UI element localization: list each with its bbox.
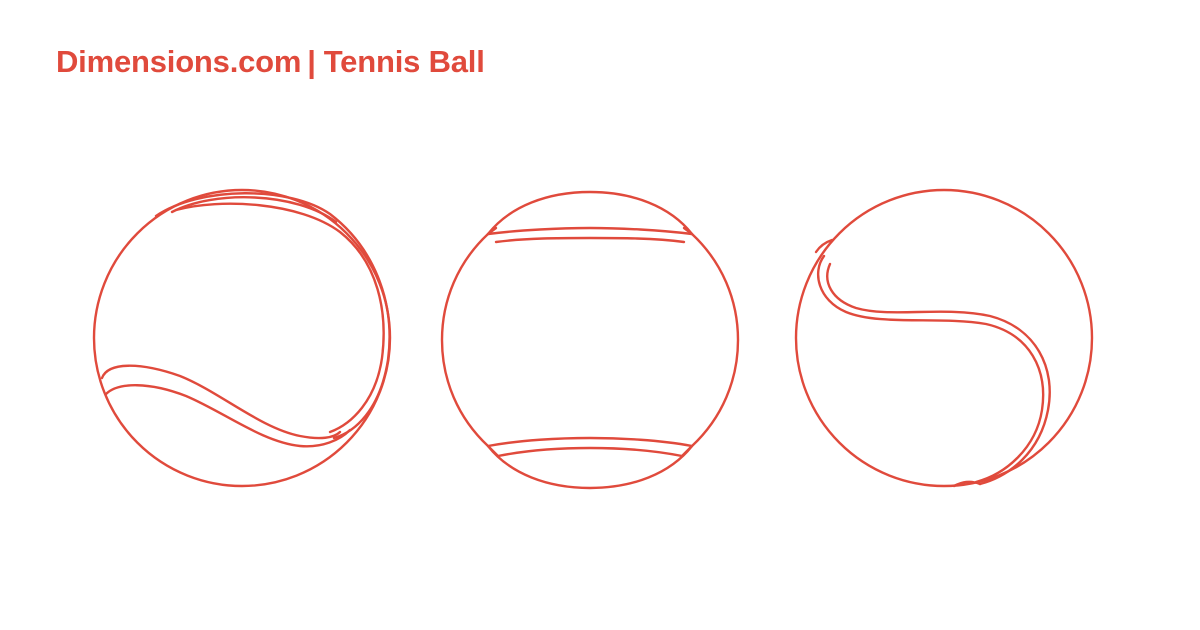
seam-curve-outer [816, 254, 1045, 484]
seam-bottom-right-tip [680, 444, 694, 458]
seam-curve-inner [826, 262, 1051, 486]
seam-curve-bottom-tip [952, 480, 982, 488]
ball-outline [794, 188, 1094, 488]
seam-bottom-left-tip [486, 444, 500, 458]
ball-outline [92, 188, 392, 488]
seam-top-right-tip [682, 226, 694, 236]
ball-outline [440, 190, 740, 490]
seam-curve-top-tip [814, 238, 834, 254]
tennis-ball-front-view [440, 190, 740, 490]
seam-bottom-inner [496, 446, 684, 458]
seam-top-arc-inner [174, 202, 385, 434]
seam-wave-inner [104, 384, 352, 448]
seam-top-arc-outer [154, 192, 391, 440]
title-separator: | [307, 44, 316, 79]
seam-top-inner [494, 236, 686, 244]
page-title: Dimensions.com | Tennis Ball [56, 40, 485, 84]
seam-top-left-tip [486, 226, 498, 236]
object-name: Tennis Ball [323, 44, 485, 79]
seam-top-outer [486, 226, 694, 236]
seam-wave-outer [100, 364, 342, 440]
seam-top-arc-inner2 [170, 196, 338, 224]
seam-bottom-outer [486, 436, 694, 448]
brand-name: Dimensions.com [56, 44, 302, 79]
tennis-ball-curve-view [794, 188, 1094, 488]
tennis-ball-side-view [92, 188, 392, 488]
